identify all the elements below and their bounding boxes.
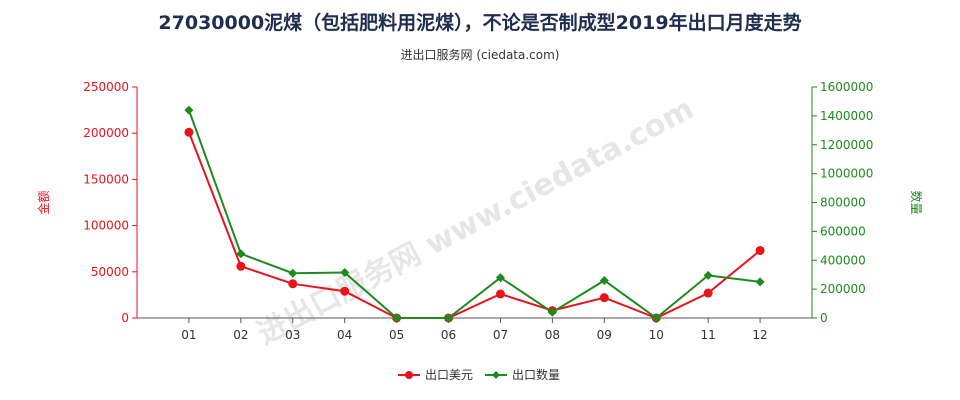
data-point-quantity <box>184 105 194 115</box>
data-point-quantity <box>547 307 557 317</box>
data-point-usd <box>288 279 298 289</box>
x-tick-label: 03 <box>285 328 300 342</box>
right-tick-label: 600000 <box>820 224 866 238</box>
data-point-usd <box>236 261 246 271</box>
x-tick-label: 12 <box>752 328 767 342</box>
watermark-text: 进出口服务网 www.ciedata.com <box>252 91 700 351</box>
data-point-usd <box>495 289 505 299</box>
x-tick-label: 04 <box>337 328 352 342</box>
data-point-usd <box>703 288 713 298</box>
left-tick-label: 0 <box>121 311 129 325</box>
left-tick-label: 50000 <box>91 265 129 279</box>
x-tick-label: 06 <box>441 328 456 342</box>
chart-title: 27030000泥煤（包括肥料用泥煤），不论是否制成型2019年出口月度走势 <box>158 12 802 34</box>
x-tick-label: 08 <box>545 328 560 342</box>
x-tick-label: 02 <box>233 328 248 342</box>
data-point-quantity <box>703 270 713 280</box>
chart-subtitle: 进出口服务网 (ciedata.com) <box>400 48 560 62</box>
x-tick-label: 09 <box>597 328 612 342</box>
legend-label: 出口数量 <box>512 367 560 382</box>
right-tick-label: 1200000 <box>820 138 873 152</box>
x-tick-label: 11 <box>701 328 716 342</box>
left-tick-label: 200000 <box>83 126 129 140</box>
right-tick-label: 0 <box>820 311 828 325</box>
x-tick-label: 07 <box>493 328 508 342</box>
right-axis-title: 数量 <box>909 190 924 214</box>
data-point-usd <box>599 293 609 303</box>
right-tick-label: 1000000 <box>820 167 873 181</box>
legend-label: 出口美元 <box>425 368 473 382</box>
data-point-quantity <box>755 277 765 287</box>
right-tick-label: 800000 <box>820 196 866 210</box>
series-line-left <box>187 131 761 320</box>
right-tick-label: 400000 <box>820 253 866 267</box>
left-tick-label: 150000 <box>83 172 129 186</box>
left-axis-title: 金额 <box>36 190 51 214</box>
data-point-usd <box>755 246 765 256</box>
right-tick-label: 200000 <box>820 282 866 296</box>
data-point-usd <box>340 286 350 296</box>
legend-item-2[interactable]: 出口数量 <box>485 367 560 382</box>
series-line-right <box>187 109 761 320</box>
x-tick-label: 05 <box>389 328 404 342</box>
data-point-quantity <box>444 313 454 323</box>
legend[interactable]: 出口美元 出口数量 <box>398 367 560 382</box>
x-tick-label: 10 <box>649 328 664 342</box>
data-point-quantity <box>495 273 505 283</box>
axes-group: 0 50000 100000 150000 200000 250000 0 200000 400… <box>36 80 924 342</box>
legend-item-1[interactable]: 出口美元 <box>398 368 473 382</box>
data-point-quantity <box>651 313 661 323</box>
right-tick-label: 1400000 <box>820 109 873 123</box>
data-point-quantity <box>236 249 246 259</box>
right-tick-label: 1600000 <box>820 80 873 94</box>
series-layer <box>184 105 765 323</box>
legend-marker-circle <box>405 371 413 379</box>
data-point-quantity <box>599 275 609 285</box>
data-point-quantity <box>392 313 402 323</box>
legend-marker-diamond <box>492 371 500 379</box>
data-point-quantity <box>340 268 350 278</box>
left-tick-label: 250000 <box>83 80 129 94</box>
data-point-usd <box>184 127 194 137</box>
left-tick-label: 100000 <box>83 219 129 233</box>
x-tick-label: 01 <box>181 328 196 342</box>
data-point-quantity <box>288 268 298 278</box>
